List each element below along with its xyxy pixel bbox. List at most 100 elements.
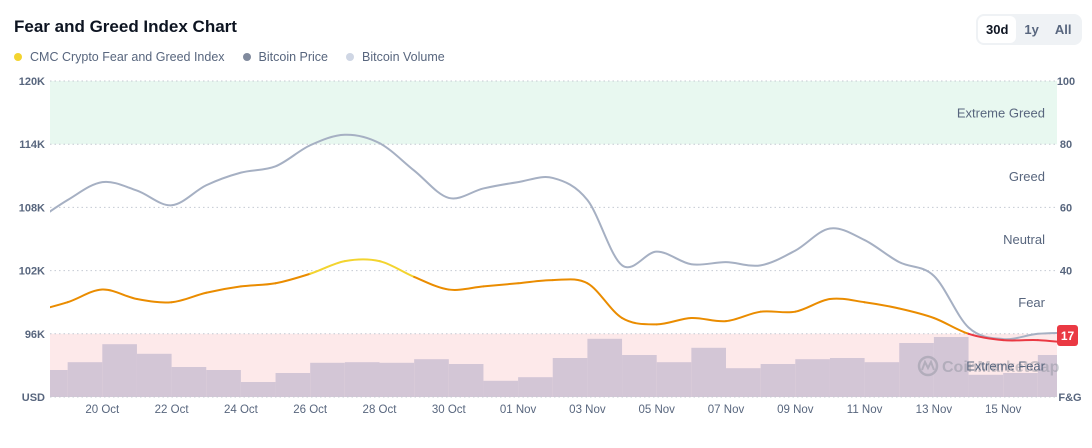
zone-label: Extreme Fear <box>966 358 1045 373</box>
x-axis-tick: 22 Oct <box>155 404 190 416</box>
volume-bar <box>795 359 830 397</box>
legend-label: Bitcoin Price <box>258 50 329 64</box>
legend-label: CMC Crypto Fear and Greed Index <box>30 50 225 64</box>
current-value-badge: 17 <box>1057 325 1078 346</box>
range-button-1y[interactable]: 1y <box>1024 22 1039 37</box>
volume-bar <box>899 343 934 397</box>
fear-greed-line-segment <box>135 298 173 304</box>
fear-greed-line-segment <box>413 275 450 291</box>
x-axis-tick: 11 Nov <box>847 404 883 416</box>
fear-greed-line-segment <box>170 291 208 304</box>
left-axis-tick: 96K <box>25 329 45 341</box>
volume-bar <box>275 373 311 397</box>
right-axis-tick: 80 <box>1060 139 1072 151</box>
fear-greed-line-segment <box>517 279 554 285</box>
volume-bar <box>136 353 172 397</box>
fear-greed-line-segment <box>309 260 346 275</box>
fear-greed-line-segment <box>551 278 589 285</box>
volume-bar <box>310 362 345 397</box>
right-axis-tick: 60 <box>1060 202 1072 214</box>
fear-greed-line-segment <box>343 258 381 263</box>
volume-bar <box>968 374 1004 397</box>
fear-greed-line-segment <box>50 301 69 309</box>
volume-bar <box>552 358 588 397</box>
volume-bar <box>726 368 761 397</box>
left-axis-tick: 120K <box>19 76 45 88</box>
volume-bar <box>67 362 103 397</box>
x-axis-tick: 15 Nov <box>985 404 1022 416</box>
fear-greed-line-segment <box>447 285 485 291</box>
volume-bar <box>760 364 796 397</box>
chart-legend: CMC Crypto Fear and Greed Index Bitcoin … <box>14 50 445 64</box>
zone-band-extreme-greed <box>50 81 1057 145</box>
volume-bar <box>622 355 657 397</box>
right-axis-tick: 40 <box>1060 266 1072 278</box>
fear-greed-line-segment <box>274 272 312 285</box>
fear-greed-line-segment <box>655 317 693 326</box>
legend-label: Bitcoin Volume <box>362 50 445 64</box>
legend-dot-icon <box>346 53 355 61</box>
legend-item-fear-greed[interactable]: CMC Crypto Fear and Greed Index <box>14 50 225 64</box>
legend-item-bitcoin-price[interactable]: Bitcoin Price <box>242 50 329 64</box>
fear-greed-line-segment <box>932 317 970 335</box>
volume-bar <box>864 362 900 397</box>
volume-bar <box>414 359 449 397</box>
volume-bar <box>240 382 276 397</box>
legend-dot-icon <box>14 53 22 61</box>
right-axis-tick: 100 <box>1057 76 1075 88</box>
x-axis-tick: 24 Oct <box>224 404 259 416</box>
watermark-text: CoinMarketCap <box>942 359 1060 376</box>
x-axis-tick: 05 Nov <box>638 404 675 416</box>
current-value: 17 <box>1061 329 1075 343</box>
zone-label: Greed <box>1009 169 1045 184</box>
fear-greed-line-segment <box>828 297 866 304</box>
legend-item-bitcoin-volume[interactable]: Bitcoin Volume <box>346 50 445 64</box>
x-axis-tick: 28 Oct <box>363 404 398 416</box>
fear-greed-line-segment <box>378 260 416 278</box>
volume-bar <box>50 370 68 397</box>
fear-greed-line-segment <box>967 332 1005 342</box>
volume-bar <box>933 337 969 397</box>
x-axis-tick: 26 Oct <box>293 404 328 416</box>
volume-bar <box>656 362 692 397</box>
fear-greed-line-segment <box>239 282 277 288</box>
volume-bar <box>829 358 865 397</box>
x-axis-tick: 13 Nov <box>916 404 953 416</box>
fear-greed-line-segment <box>898 307 935 319</box>
range-button-30d[interactable]: 30d <box>978 16 1017 43</box>
volume-bar <box>379 362 415 397</box>
fear-greed-line-segment <box>205 285 242 294</box>
bitcoin-price-line <box>50 133 1057 341</box>
fear-greed-line-segment <box>586 282 624 319</box>
x-axis-tick: 07 Nov <box>708 404 745 416</box>
volume-bar <box>171 367 207 397</box>
volume-bar <box>518 377 553 397</box>
page-title: Fear and Greed Index Chart <box>14 17 237 36</box>
zone-label: Extreme Greed <box>957 106 1045 121</box>
volume-bar <box>1003 373 1038 397</box>
left-axis-tick: 114K <box>19 139 45 151</box>
x-axis-tick: 30 Oct <box>432 404 467 416</box>
fear-greed-line-segment <box>759 310 797 314</box>
fear-greed-line-segment <box>690 316 727 323</box>
x-axis-tick: 01 Nov <box>500 404 537 416</box>
zone-label: Fear <box>1018 295 1045 310</box>
fear-greed-line-segment <box>794 298 831 313</box>
left-axis-unit: USD <box>22 392 45 404</box>
fear-greed-line-segment <box>863 301 901 310</box>
volume-bar <box>483 380 519 397</box>
volume-bar <box>691 347 726 397</box>
x-axis-tick: 09 Nov <box>777 404 814 416</box>
fear-greed-line-segment <box>725 310 762 323</box>
legend-dot-icon <box>242 53 251 61</box>
volume-bar <box>102 344 137 397</box>
coinmarketcap-watermark: CoinMarketCap <box>917 355 1060 377</box>
volume-bar <box>448 364 484 397</box>
time-range-selector: 30d 1y All <box>976 14 1082 45</box>
x-axis-tick: 20 Oct <box>85 404 120 416</box>
fear-greed-line-segment <box>482 282 520 288</box>
range-button-all[interactable]: All <box>1054 22 1072 37</box>
fear-greed-line-segment <box>101 288 138 301</box>
